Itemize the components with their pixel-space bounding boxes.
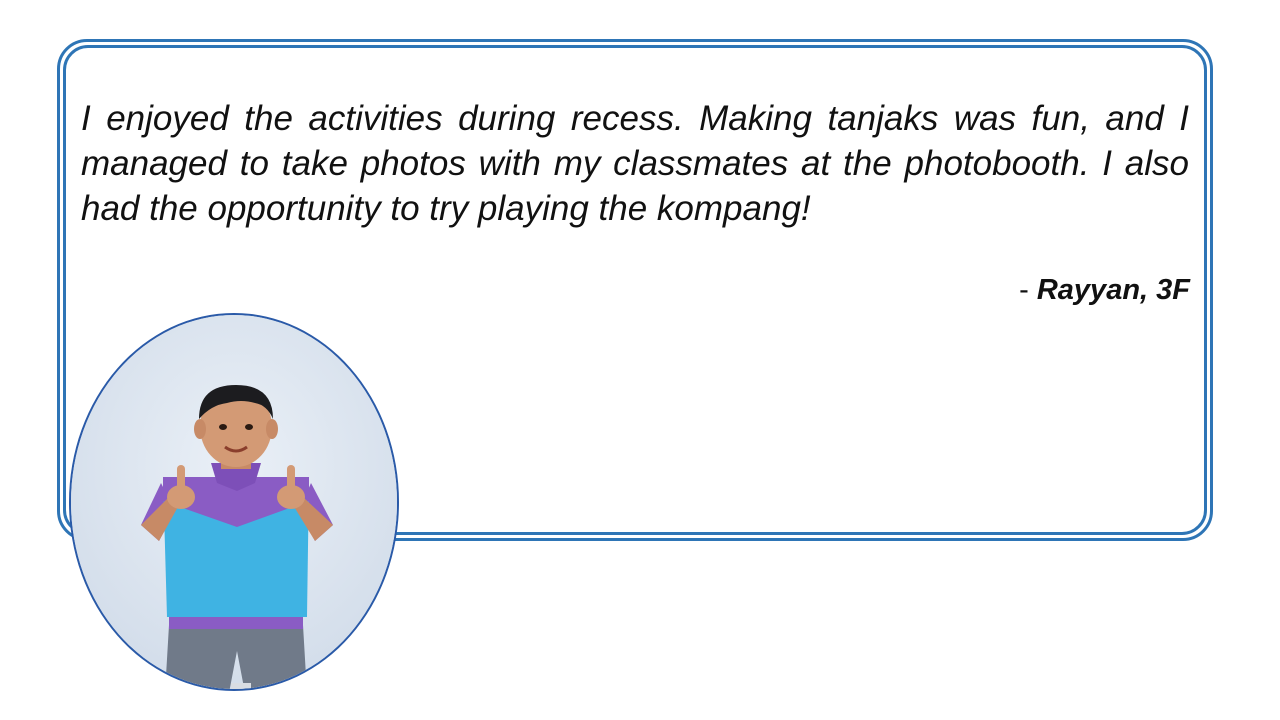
testimonial-frame-outer [57, 39, 1213, 541]
attribution-prefix: - [1019, 274, 1037, 306]
testimonial-quote: I enjoyed the activities during recess. … [81, 99, 1189, 228]
author-name: Rayyan, 3F [1036, 274, 1190, 306]
testimonial-frame-inner [63, 45, 1207, 535]
student-photo [69, 313, 399, 691]
student-thumbs-up-illustration [71, 315, 397, 689]
testimonial-attribution: - Rayyan, 3F [1019, 272, 1190, 308]
